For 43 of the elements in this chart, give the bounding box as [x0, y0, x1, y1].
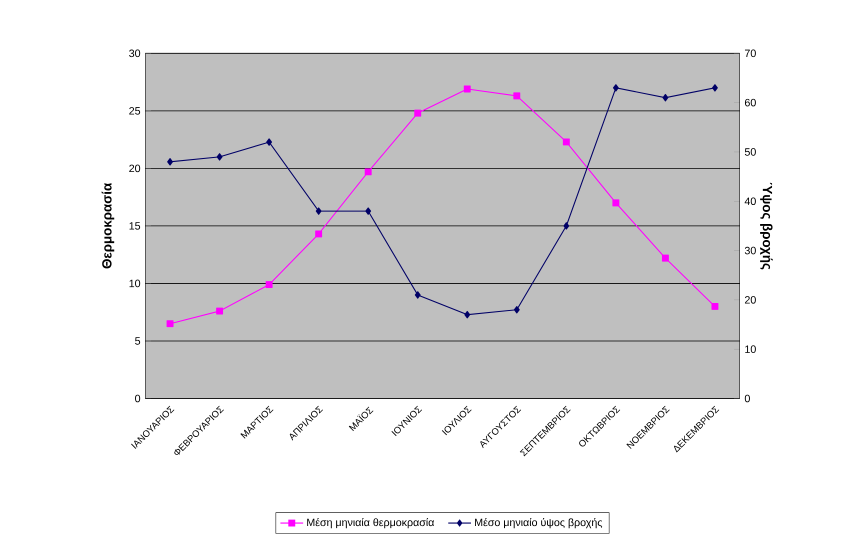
point: [662, 254, 669, 262]
point: [712, 84, 718, 92]
point: [216, 153, 223, 161]
point: [563, 222, 570, 230]
point: [166, 320, 174, 328]
point: [365, 207, 372, 215]
legend-label: Μέση μηνιαία θερμοκρασία: [307, 518, 434, 528]
point: [315, 230, 322, 238]
y2-tick-label: 0: [744, 394, 750, 402]
point: [514, 306, 520, 314]
point: [662, 94, 668, 102]
y-tick-label: 5: [135, 337, 140, 345]
y-tick-label: 25: [129, 107, 140, 115]
point: [414, 291, 421, 299]
point: [216, 308, 224, 314]
point: [562, 138, 570, 146]
y2-tick-label: 20: [744, 296, 756, 304]
point: [167, 158, 173, 166]
y-tick-label: 15: [130, 222, 140, 230]
point: [464, 310, 470, 318]
point: [513, 92, 520, 100]
point: [266, 138, 272, 146]
y2-axis-title: Ύψος βροχής: [760, 182, 773, 270]
y-axis-title: Θερμοκρασία: [102, 182, 114, 268]
y2-tick-label: 60: [744, 98, 756, 106]
point: [266, 281, 273, 288]
y2-tick-label: 50: [744, 148, 756, 156]
y-tick-label: 20: [129, 164, 140, 172]
y2-tick-label: 10: [745, 345, 756, 353]
y2-tick-label: 70: [744, 49, 756, 58]
point: [316, 207, 322, 215]
point: [612, 84, 619, 92]
legend-label: Μέσο μηνιαίο ύψος βροχής: [475, 518, 602, 528]
y-tick-label: 30: [129, 49, 140, 58]
y2-tick-label: 40: [744, 197, 756, 205]
y2-tick-label: 30: [744, 246, 756, 254]
y-tick-label: 0: [135, 394, 140, 402]
point: [364, 168, 372, 176]
point: [612, 199, 620, 206]
y-tick-label: 10: [130, 280, 140, 288]
point: [464, 85, 471, 92]
point: [414, 110, 422, 117]
point: [711, 302, 718, 310]
